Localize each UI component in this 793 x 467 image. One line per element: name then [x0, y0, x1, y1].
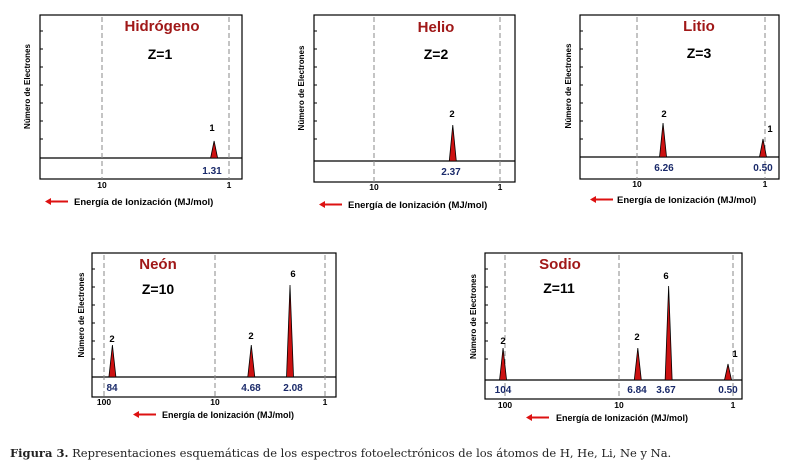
atomic-number-label: Z=10: [142, 281, 175, 297]
x-tick-label: 10: [97, 180, 107, 190]
spectrum-peak: [247, 344, 256, 378]
x-tick-label: 1: [498, 182, 503, 192]
ionization-energy-value: 104: [495, 385, 512, 396]
x-tick-label: 100: [97, 397, 111, 407]
element-title: Helio: [418, 19, 455, 36]
x-tick-label: 10: [210, 397, 220, 407]
x-tick-label: 1: [763, 179, 768, 189]
ionization-energy-value: 0.50: [753, 163, 773, 174]
electron-count-label: 2: [449, 109, 454, 120]
y-axis-label: Número de Electrones: [297, 45, 306, 130]
ionization-energy-value: 6.84: [627, 385, 647, 396]
panel-frame: [484, 252, 743, 400]
spectrum-peak: [664, 285, 673, 381]
panel-frame: [313, 14, 516, 183]
electron-count-label: 1: [767, 124, 773, 135]
element-title: Neón: [139, 256, 177, 273]
arrow-head-icon: [526, 414, 532, 421]
spectrum-panel-4: 100 10 1 Neón Z=10 Número de Electrones Energí…: [77, 252, 337, 420]
x-tick-label: 10: [632, 179, 642, 189]
atomic-number-label: Z=2: [424, 46, 449, 62]
x-axis-label: Energía de Ionización (MJ/mol): [556, 413, 688, 423]
x-axis-label: Energía de Ionización (MJ/mol): [617, 195, 756, 206]
spectrum-peak: [210, 140, 219, 159]
x-tick-label: 100: [498, 400, 512, 410]
spectrum-panel-3: 10 1 Litio Z=3 Número de Electrones Energía d…: [564, 14, 780, 206]
electron-count-label: 1: [209, 123, 215, 134]
x-tick-label: 1: [227, 180, 232, 190]
y-axis-label: Número de Electrones: [469, 273, 478, 358]
electron-count-label: 2: [661, 109, 666, 120]
spectrum-peak: [108, 344, 117, 378]
ionization-energy-value: 2.37: [441, 167, 461, 178]
atomic-number-label: Z=3: [687, 45, 712, 61]
spectrum-panel-2: 10 1 Helio Z=2 Número de Electrones Energía d…: [297, 14, 516, 211]
ionization-energy-value: 0.50: [718, 385, 738, 396]
panel-frame: [579, 14, 780, 180]
x-tick-label: 1: [731, 400, 736, 410]
spectrum-panel-5: 100 10 1 Sodio Z=11 Número de Electrones Energ…: [469, 252, 743, 423]
panel-frame: [39, 14, 243, 180]
x-axis-label: Energía de Ionización (MJ/mol): [348, 200, 487, 211]
electron-count-label: 2: [634, 332, 639, 343]
y-axis-label: Número de Electrones: [77, 272, 86, 357]
spectrum-panel-1: 10 1 Hidrógeno Z=1 Número de Electrones Energ…: [23, 14, 243, 208]
element-title: Hidrógeno: [125, 18, 200, 35]
element-title: Sodio: [539, 256, 581, 273]
x-axis-label: Energía de Ionización (MJ/mol): [162, 410, 294, 420]
ionization-energy-value: 84: [106, 383, 118, 394]
arrow-head-icon: [590, 196, 596, 203]
atomic-number-label: Z=1: [148, 46, 173, 62]
spectrum-peak: [759, 138, 767, 158]
arrow-head-icon: [319, 201, 325, 208]
x-axis-label: Energía de Ionización (MJ/mol): [74, 197, 213, 208]
spectrum-peak: [286, 284, 294, 378]
x-tick-label: 1: [323, 397, 328, 407]
ionization-energy-value: 6.26: [654, 163, 674, 174]
y-axis-label: Número de Electrones: [564, 43, 573, 128]
caption-label: Figura 3.: [10, 446, 69, 460]
x-tick-label: 10: [369, 182, 379, 192]
ionization-energy-value: 4.68: [241, 383, 261, 394]
electron-count-label: 6: [290, 269, 295, 280]
electron-count-label: 2: [500, 336, 505, 347]
x-tick-label: 10: [614, 400, 624, 410]
electron-count-label: 1: [732, 349, 738, 360]
spectrum-peak: [659, 122, 667, 158]
ionization-energy-value: 2.08: [283, 383, 303, 394]
electron-count-label: 6: [663, 271, 668, 282]
arrow-head-icon: [45, 198, 51, 205]
y-axis-label: Número de Electrones: [23, 43, 32, 128]
panel-frame: [91, 252, 337, 398]
arrow-head-icon: [133, 411, 139, 418]
caption-text: Representaciones esquemáticas de los esp…: [72, 446, 672, 460]
element-title: Litio: [683, 18, 715, 35]
figure-canvas: 10 1 Hidrógeno Z=1 Número de Electrones Energ…: [23, 14, 780, 423]
spectrum-peak: [633, 347, 642, 381]
spectrum-peak: [448, 124, 457, 162]
electron-count-label: 2: [109, 334, 114, 345]
spectrum-peak: [724, 363, 732, 381]
atomic-number-label: Z=11: [543, 280, 575, 296]
spectrum-peak: [499, 347, 508, 381]
ionization-energy-value: 1.31: [202, 166, 222, 177]
figure-caption: Figura 3. Representaciones esquemáticas …: [10, 446, 790, 460]
electron-count-label: 2: [248, 331, 253, 342]
ionization-energy-value: 3.67: [656, 385, 676, 396]
